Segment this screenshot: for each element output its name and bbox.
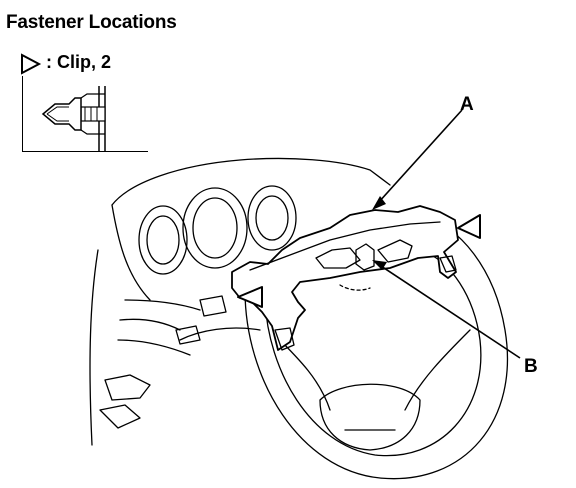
leader-line-a — [378, 110, 462, 203]
connector-left-2 — [176, 326, 200, 344]
column-cover-b-dash — [340, 285, 370, 290]
connector-left — [200, 296, 226, 316]
steering-wheel-hub — [320, 384, 420, 450]
gauge-right-inner — [256, 196, 288, 240]
gauge-center-inner — [193, 198, 237, 258]
steering-wheel-spoke-right — [405, 330, 470, 410]
leader-arrowhead-a — [372, 196, 386, 210]
clip-location-arrow-right — [458, 215, 480, 238]
left-console-edge — [90, 250, 98, 445]
column-cover-a — [232, 206, 458, 350]
left-lower-bracket-2 — [100, 405, 140, 428]
gauge-left-inner — [147, 216, 179, 264]
dashboard-outline — [112, 158, 390, 205]
left-lower-bracket — [105, 375, 150, 400]
callout-label-a: A — [460, 94, 474, 116]
callout-label-b: B — [524, 356, 538, 378]
